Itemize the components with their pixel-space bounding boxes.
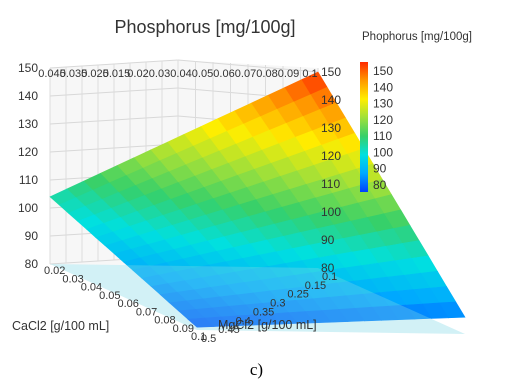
ca-back-tick-label: 0.04	[170, 68, 191, 80]
z-tick-label-left: 120	[18, 145, 38, 159]
ca-front-tick-label: 0.09	[173, 323, 194, 335]
colorbar-tick-label: 140	[373, 80, 393, 94]
ca-back-tick-label: 0.025	[81, 68, 109, 80]
z-tick-label-left: 140	[18, 89, 38, 103]
z-tick-label-right: 80	[321, 261, 335, 275]
ca-front-tick-label: 0.1	[191, 331, 206, 343]
mg-front-tick-label: 0.3	[270, 298, 285, 310]
y-axis-label: MgCl2 [g/100 mL]	[218, 318, 317, 332]
mg-front-tick-label: 0.5	[201, 333, 216, 345]
ca-back-tick-label: 0.015	[103, 68, 131, 80]
colorbar-tick-label: 150	[373, 64, 393, 78]
colorbar-tick-label: 100	[373, 145, 393, 159]
z-tick-label-left: 130	[18, 117, 38, 131]
colorbar-ticks: 150 140 130 120 110 100 90 80	[373, 64, 393, 192]
z-tick-label-left: 80	[25, 257, 39, 271]
ca-front-tick-label: 0.08	[154, 315, 175, 327]
ca-back-tick-label: 0.1	[302, 68, 317, 80]
z-tick-label-right: 130	[321, 121, 341, 135]
ca-back-tick-label: 0.02	[127, 68, 148, 80]
z-tick-label-left: 150	[18, 61, 38, 75]
z-tick-label-left: 100	[18, 201, 38, 215]
z-tick-label-right: 100	[321, 205, 341, 219]
ca-front-tick-label: 0.07	[136, 306, 157, 318]
ca-front-tick-label: 0.03	[62, 273, 83, 285]
colorbar-tick-label: 110	[373, 129, 392, 143]
mg-front-tick-label: 0.35	[253, 306, 274, 318]
mg-front-tick-label: 0.45	[218, 324, 239, 336]
z-tick-label-right: 90	[321, 233, 335, 247]
colorbar-title: Phophorus [mg/100g]	[362, 31, 472, 43]
ca-back-tick-label: 0.045	[38, 68, 66, 80]
ca-front-tick-label: 0.04	[81, 282, 102, 294]
z-tick-label-left: 110	[19, 173, 38, 187]
mg-front-tick-label: 0.4	[236, 315, 251, 327]
floor-projection	[50, 264, 465, 334]
colorbar	[360, 62, 368, 192]
tick-label-layer: 80 80 90 90 100 100 110 110 120 120 130 130 140 140 15…	[18, 61, 341, 345]
mg-front-tick-label: 0.1	[322, 271, 337, 283]
surface-layer	[49, 71, 466, 334]
x-axis-label: CaCl2 [g/100 mL]	[12, 319, 109, 333]
ca-back-tick-label: 0.09	[278, 68, 299, 80]
mg-front-tick-label: 0.15	[305, 280, 326, 292]
ca-back-tick-label: 0.05	[192, 68, 213, 80]
z-tick-label-right: 110	[321, 177, 340, 191]
chart-title: Phosphorus [mg/100g]	[114, 17, 295, 37]
z-tick-label-left: 90	[25, 229, 39, 243]
ca-front-tick-label: 0.02	[44, 265, 65, 277]
ca-back-tick-label: 0.07	[235, 68, 256, 80]
ca-back-tick-label: 0.03	[149, 68, 170, 80]
ca-front-tick-label: 0.05	[99, 290, 120, 302]
z-tick-label-right: 120	[321, 149, 341, 163]
surface-patch	[187, 317, 215, 328]
colorbar-tick-label: 80	[373, 178, 387, 192]
ca-back-tick-label: 0.08	[256, 68, 277, 80]
z-tick-label-right: 140	[321, 93, 341, 107]
z-tick-label-right: 150	[321, 65, 341, 79]
figure-caption: c)	[249, 360, 264, 379]
ca-back-tick-label: 0.06	[213, 68, 234, 80]
ca-back-tick-label: 0.035	[60, 68, 88, 80]
ca-front-tick-label: 0.06	[118, 298, 139, 310]
colorbar-tick-label: 120	[373, 113, 393, 127]
colorbar-tick-label: 130	[373, 97, 393, 111]
mg-front-tick-label: 0.25	[287, 289, 308, 301]
colorbar-tick-label: 90	[373, 162, 387, 176]
